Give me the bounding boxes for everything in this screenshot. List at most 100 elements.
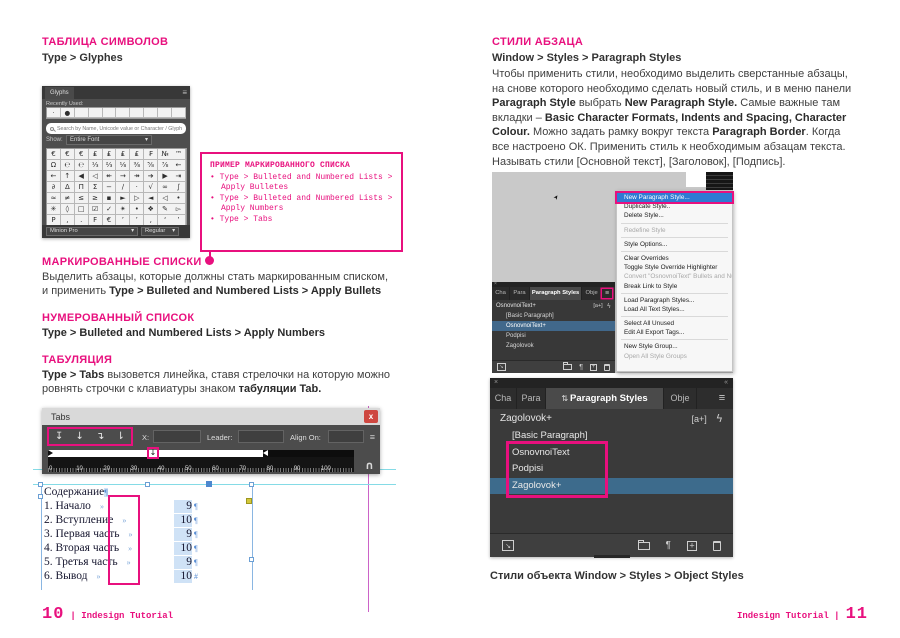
menu-item[interactable]: Select All Unused: [617, 319, 732, 328]
glyph-cell[interactable]: €: [74, 149, 89, 160]
style-list-item[interactable]: Podpisi: [506, 333, 526, 339]
glyph-cell[interactable]: ∂: [47, 182, 61, 193]
tab-paragraph-panel[interactable]: Para: [510, 287, 530, 300]
tab-align-button[interactable]: ↴: [96, 431, 105, 442]
menu-item[interactable]: Redefine Style: [617, 226, 732, 235]
glyph-cell[interactable]: ◀: [74, 171, 89, 182]
glyph-cell[interactable]: ⇥: [172, 171, 186, 182]
glyph-cell[interactable]: ▻: [172, 204, 186, 215]
recent-glyph-cell[interactable]: [130, 108, 145, 118]
glyph-cell[interactable]: ↠: [130, 171, 145, 182]
glyph-cell[interactable]: ✳: [47, 204, 61, 215]
recent-glyph-cell[interactable]: [102, 108, 117, 118]
glyph-cell[interactable]: →: [116, 171, 131, 182]
close-icon[interactable]: ×: [494, 281, 497, 287]
menu-item[interactable]: Convert "OsnovnoiText" Bullets and Numb: [617, 272, 732, 281]
glyph-cell[interactable]: ✎: [158, 204, 173, 215]
glyph-cell[interactable]: ◊: [60, 204, 75, 215]
tab-paragraph-panel[interactable]: Para: [517, 388, 546, 409]
glyph-cell[interactable]: ⅜: [130, 160, 145, 171]
glyph-cell[interactable]: ◁: [88, 171, 103, 182]
magnet-icon[interactable]: ∩: [365, 459, 374, 472]
load-styles-icon[interactable]: [497, 363, 506, 371]
recent-glyph-cell[interactable]: ·: [47, 108, 61, 118]
tab-object-styles[interactable]: Obje: [582, 287, 603, 300]
glyph-cell[interactable]: ➔: [144, 171, 159, 182]
menu-item[interactable]: [621, 339, 728, 341]
menu-item[interactable]: Break Link to Style: [617, 282, 732, 291]
new-style-icon[interactable]: [590, 363, 597, 371]
glyph-cell[interactable]: Δ: [60, 182, 75, 193]
collapse-icon[interactable]: «: [724, 379, 728, 386]
menu-item[interactable]: Duplicate Style..: [617, 202, 732, 211]
glyph-cell[interactable]: ←: [47, 171, 61, 182]
glyph-cell[interactable]: Ω: [47, 160, 61, 171]
glyph-cell[interactable]: ◄: [144, 193, 159, 204]
tab-object-styles[interactable]: Obje: [664, 388, 697, 409]
glyph-cell[interactable]: ·: [130, 182, 145, 193]
menu-item[interactable]: [621, 236, 728, 238]
recent-glyph-cell[interactable]: ●: [60, 108, 75, 118]
glyph-cell[interactable]: ✓: [102, 204, 117, 215]
glyph-cell[interactable]: ❖: [144, 204, 159, 215]
glyph-cell[interactable]: ≈: [47, 193, 61, 204]
font-name-dropdown[interactable]: Minion Pro ▾: [46, 227, 138, 236]
resize-nub[interactable]: [594, 555, 630, 558]
tab-paragraph-styles[interactable]: Paragraph Styles: [529, 287, 583, 300]
trash-icon[interactable]: [713, 540, 721, 551]
tab-stop-marker[interactable]: ↓: [147, 447, 159, 459]
glyph-cell[interactable]: ✴: [116, 204, 131, 215]
glyph-cell[interactable]: ∕: [116, 182, 131, 193]
menu-item[interactable]: Clear Overrides: [617, 254, 732, 263]
style-list-item[interactable]: Zagolovok: [506, 343, 534, 349]
recent-glyph-cell[interactable]: [172, 108, 186, 118]
glyph-cell[interactable]: ℮: [74, 160, 89, 171]
recent-glyph-cell[interactable]: [116, 108, 131, 118]
new-style-icon[interactable]: [687, 540, 697, 551]
trash-icon[interactable]: [604, 363, 610, 371]
glyph-cell[interactable]: Σ: [88, 182, 103, 193]
glyph-cell[interactable]: •: [130, 204, 145, 215]
glyph-cell[interactable]: ▷: [130, 193, 145, 204]
recent-glyph-cell[interactable]: [88, 108, 103, 118]
style-list-item[interactable]: Podpisi: [512, 463, 544, 474]
tab-character-panel[interactable]: Cha: [492, 287, 511, 300]
frame-handle[interactable]: [38, 482, 43, 487]
tabs-ruler-area[interactable]: ↓ 0102030405060708090100110 ∩: [42, 447, 380, 474]
menu-item[interactable]: Edit All Export Tags...: [617, 328, 732, 337]
menu-item[interactable]: [621, 316, 728, 318]
panel-menu-icon[interactable]: ≡: [182, 88, 187, 97]
close-icon[interactable]: ×: [494, 379, 499, 386]
style-list-item[interactable]: Zagolovok+: [490, 477, 733, 494]
glyph-cell[interactable]: ⅞: [158, 160, 173, 171]
glyph-cell[interactable]: ←: [172, 160, 186, 171]
menu-item[interactable]: Load All Text Styles...: [617, 305, 732, 314]
frame-handle[interactable]: [38, 494, 43, 499]
frame-handle-center[interactable]: [206, 481, 212, 487]
glyph-cell[interactable]: ⅔: [102, 160, 117, 171]
font-style-dropdown[interactable]: Regular ▾: [141, 227, 179, 236]
glyph-cell[interactable]: ₤: [130, 149, 145, 160]
glyph-cell[interactable]: •: [172, 193, 186, 204]
menu-item[interactable]: [621, 250, 728, 252]
glyph-cell[interactable]: ₤: [116, 149, 131, 160]
style-list-item[interactable]: [Basic Paragraph]: [506, 313, 554, 319]
glyph-cell[interactable]: ℮: [60, 160, 75, 171]
glyph-cell[interactable]: ∫: [172, 182, 186, 193]
paragraph-style-icon[interactable]: ¶: [579, 363, 583, 371]
style-list-item[interactable]: [Basic Paragraph]: [512, 430, 588, 441]
glyph-cell[interactable]: ₤: [102, 149, 117, 160]
glyph-cell[interactable]: ⅝: [144, 160, 159, 171]
panel-menu-icon[interactable]: ≡: [718, 392, 726, 404]
frame-handle-yellow[interactable]: [246, 498, 252, 504]
leader-input[interactable]: [238, 430, 284, 443]
menu-item[interactable]: New Paragraph Style...: [617, 193, 732, 203]
tab-align-button[interactable]: ↧: [55, 431, 64, 442]
frame-handle[interactable]: [249, 482, 254, 487]
glyph-cell[interactable]: √: [144, 182, 159, 193]
indent-marker-icon[interactable]: [48, 450, 53, 456]
tabs-window-titlebar[interactable]: Tabs x: [42, 408, 380, 425]
glyph-cell[interactable]: ∞: [158, 182, 173, 193]
menu-item[interactable]: New Style Group...: [617, 342, 732, 351]
glyph-cell[interactable]: Π: [74, 182, 89, 193]
